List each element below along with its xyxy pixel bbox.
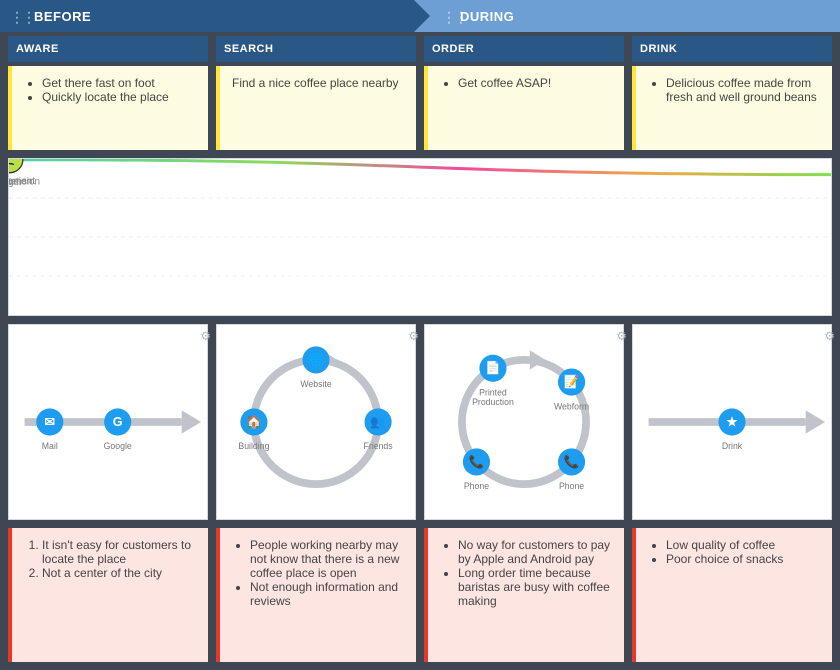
- touchpoint-panel: ⚙ ✉ Mail G Google: [8, 324, 208, 520]
- svg-text:Building: Building: [238, 441, 269, 451]
- touchpoint-node-phone[interactable]: 📞 Phone: [558, 448, 585, 491]
- touchpoint-panel: ⚙ ★ Drink: [632, 324, 832, 520]
- pains-row: It isn't easy for customers to locate th…: [0, 528, 840, 670]
- goal-card[interactable]: Delicious coffee made from fresh and wel…: [632, 66, 832, 150]
- touchpoint-node-phone[interactable]: 📞 Phone: [463, 448, 490, 491]
- pain-item: It isn't easy for customers to locate th…: [42, 538, 196, 566]
- svg-text:Google: Google: [104, 441, 132, 451]
- touchpoints-row: ⚙ ✉ Mail G Google ⚙ 🌐 Website 👥 Friends 🏠 Buildi…: [0, 324, 840, 528]
- touchpoint-node-star[interactable]: ★ Drink: [718, 408, 745, 451]
- goal-item: Quickly locate the place: [42, 90, 196, 104]
- phase-during[interactable]: DURING: [414, 0, 840, 32]
- svg-text:📞: 📞: [564, 453, 580, 469]
- pain-item: People working nearby may not know that …: [250, 538, 404, 580]
- stage-header-drink[interactable]: DRINK: [632, 36, 832, 62]
- svg-text:📄: 📄: [485, 360, 501, 375]
- svg-text:apprehension: apprehension: [9, 177, 40, 188]
- touchpoint-panel: ⚙ 📄 PrintedProduction 📝 Webform 📞 Phone 📞 Phone: [424, 324, 624, 520]
- svg-text:Friends: Friends: [364, 441, 394, 451]
- emotion-node[interactable]: apprehension: [9, 159, 40, 188]
- pain-card[interactable]: No way for customers to pay by Apple and…: [424, 528, 624, 662]
- phase-before[interactable]: BEFORE: [0, 0, 414, 32]
- pain-item: Long order time because baristas are bus…: [458, 566, 612, 608]
- stage-header-search[interactable]: SEARCH: [216, 36, 416, 62]
- drag-handle-icon[interactable]: [10, 10, 20, 22]
- goal-card[interactable]: Get coffee ASAP!: [424, 66, 624, 150]
- pain-item: Not a center of the city: [42, 566, 196, 580]
- drag-handle-icon[interactable]: [442, 10, 452, 22]
- goals-row: Get there fast on footQuickly locate the…: [0, 62, 840, 158]
- svg-text:🌐: 🌐: [308, 352, 324, 367]
- touchpoint-node-users[interactable]: 👥 Friends: [364, 408, 394, 451]
- emotion-curve-panel: amazementdistractionangerapprehension: [8, 158, 832, 316]
- svg-text:★: ★: [726, 415, 738, 429]
- goal-card[interactable]: Find a nice coffee place nearby: [216, 66, 416, 150]
- phase-row: BEFORE DURING: [0, 0, 840, 32]
- gear-icon[interactable]: ⚙: [824, 329, 835, 343]
- svg-text:🏠: 🏠: [246, 414, 262, 429]
- stage-header-aware[interactable]: AWARE: [8, 36, 208, 62]
- gear-icon[interactable]: ⚙: [200, 329, 211, 343]
- goal-item: Get there fast on foot: [42, 76, 196, 90]
- svg-text:👥: 👥: [370, 415, 386, 429]
- phase-label: BEFORE: [34, 9, 91, 24]
- journey-map: BEFORE DURING AWARE SEARCH ORDER DRINK G…: [0, 0, 840, 670]
- pain-item: Poor choice of snacks: [666, 552, 820, 566]
- touchpoint-node-mail[interactable]: ✉ Mail: [36, 408, 63, 451]
- touchpoint-panel: ⚙ 🌐 Website 👥 Friends 🏠 Building: [216, 324, 416, 520]
- svg-text:G: G: [113, 415, 123, 429]
- pain-item: No way for customers to pay by Apple and…: [458, 538, 612, 566]
- touchpoint-node-google[interactable]: G Google: [104, 408, 132, 451]
- stage-header-order[interactable]: ORDER: [424, 36, 624, 62]
- phase-label: DURING: [460, 9, 514, 24]
- svg-text:PrintedProduction: PrintedProduction: [472, 387, 514, 407]
- goal-item: Get coffee ASAP!: [458, 76, 612, 90]
- svg-text:Mail: Mail: [42, 441, 58, 451]
- svg-text:Phone: Phone: [464, 481, 489, 491]
- gear-icon[interactable]: ⚙: [408, 329, 419, 343]
- svg-text:✉: ✉: [45, 415, 56, 429]
- touchpoint-node-home[interactable]: 🏠 Building: [238, 408, 269, 451]
- stage-header-row: AWARE SEARCH ORDER DRINK: [0, 32, 840, 62]
- svg-text:Drink: Drink: [722, 441, 743, 451]
- svg-text:📞: 📞: [469, 453, 485, 469]
- touchpoint-node-globe[interactable]: 🌐 Website: [300, 346, 331, 389]
- svg-text:Phone: Phone: [559, 481, 584, 491]
- goal-card[interactable]: Get there fast on footQuickly locate the…: [8, 66, 208, 150]
- pain-item: Not enough information and reviews: [250, 580, 404, 608]
- svg-text:📝: 📝: [564, 374, 580, 389]
- svg-text:Website: Website: [300, 379, 331, 389]
- svg-text:Webform: Webform: [554, 401, 589, 411]
- goal-item: Delicious coffee made from fresh and wel…: [666, 76, 820, 104]
- gear-icon[interactable]: ⚙: [616, 329, 627, 343]
- pain-card[interactable]: Low quality of coffeePoor choice of snac…: [632, 528, 832, 662]
- pain-card[interactable]: It isn't easy for customers to locate th…: [8, 528, 208, 662]
- pain-card[interactable]: People working nearby may not know that …: [216, 528, 416, 662]
- pain-item: Low quality of coffee: [666, 538, 820, 552]
